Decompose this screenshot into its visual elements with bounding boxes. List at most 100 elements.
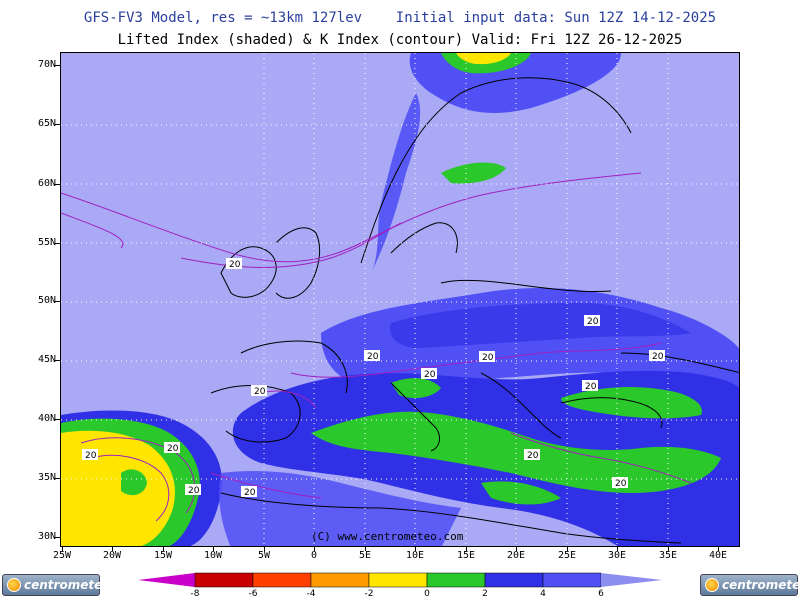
lon-tick bbox=[112, 547, 113, 551]
lon-tick bbox=[567, 547, 568, 551]
contour-label-20: 20 bbox=[244, 488, 256, 498]
contour-label-20: 20 bbox=[615, 479, 627, 489]
lat-label-70n: 70N bbox=[37, 59, 56, 70]
colorbar-swatch-3 bbox=[310, 572, 370, 588]
shade-green-tyrrhenian bbox=[391, 378, 441, 399]
contour-label-20: 20 bbox=[167, 444, 179, 454]
lon-label-5e: 5E bbox=[358, 550, 372, 561]
colorbar-tick-label: 4 bbox=[540, 589, 546, 599]
lat-label-65n: 65N bbox=[37, 118, 56, 129]
logo-text: centrometeo bbox=[722, 578, 800, 592]
contour-label-box bbox=[584, 315, 600, 326]
copyright-notice: (C) www.centrometeo.com bbox=[311, 530, 464, 543]
lon-label-15e: 15E bbox=[456, 550, 476, 561]
lat-label-55n: 55N bbox=[37, 237, 56, 248]
colorbar-tick-label: 2 bbox=[482, 589, 488, 599]
lon-tick bbox=[314, 547, 315, 551]
color-scale-bar bbox=[138, 572, 662, 588]
lat-label-30n: 30N bbox=[37, 531, 56, 542]
contour-labels: 20 20 20 20 20 20 20 20 20 20 20 20 20 bbox=[82, 258, 665, 498]
contour-label-20: 20 bbox=[85, 451, 97, 461]
contour-label-box bbox=[226, 258, 242, 269]
colorbar-swatch-6 bbox=[484, 572, 544, 588]
contour-label-20: 20 bbox=[424, 370, 436, 380]
lon-tick bbox=[62, 547, 63, 551]
colorbar-left-arrow bbox=[138, 573, 195, 587]
shade-yellow-north bbox=[456, 53, 511, 65]
shade-green-ionian bbox=[481, 481, 561, 505]
lat-tick bbox=[55, 301, 60, 302]
lon-label-25w: 25W bbox=[52, 550, 72, 561]
lon-label-0: 0 bbox=[310, 550, 318, 561]
colorbar-swatch-7 bbox=[542, 572, 602, 588]
colorbar-swatch-4 bbox=[368, 572, 428, 588]
centrometeo-logo-left[interactable]: centrometeo bbox=[2, 574, 110, 596]
colorbar-tick-label: 6 bbox=[598, 589, 604, 599]
contour-label-box bbox=[364, 350, 380, 361]
shade-blue-scandinavia bbox=[371, 93, 421, 273]
contour-label-box bbox=[82, 449, 98, 460]
lon-label-40e: 40E bbox=[708, 550, 728, 561]
lon-label-10w: 10W bbox=[203, 550, 223, 561]
contour-label-20: 20 bbox=[587, 317, 599, 327]
logo-text: centrometeo bbox=[24, 578, 111, 592]
colorbar-tick-label: -6 bbox=[248, 589, 258, 599]
model-title: GFS-FV3 Model, res = ~13km 127lev Initia… bbox=[83, 10, 717, 26]
field-title: Lifted Index (shaded) & K Index (contour… bbox=[117, 32, 683, 48]
contour-label-20: 20 bbox=[188, 486, 200, 496]
lat-tick bbox=[55, 537, 60, 538]
lon-label-30e: 30E bbox=[607, 550, 627, 561]
centrometeo-logo-right[interactable]: centrometeo bbox=[700, 574, 800, 596]
lon-tick bbox=[264, 547, 265, 551]
contour-label-20: 20 bbox=[585, 382, 597, 392]
lon-tick bbox=[415, 547, 416, 551]
lat-tick bbox=[55, 478, 60, 479]
contour-label-box bbox=[185, 484, 201, 495]
globe-icon bbox=[7, 578, 21, 592]
contour-label-box bbox=[421, 368, 437, 379]
lat-tick bbox=[55, 124, 60, 125]
contour-label-box bbox=[649, 350, 665, 361]
shade-green-scandinavia bbox=[441, 162, 506, 184]
contour-label-20: 20 bbox=[652, 352, 664, 362]
lon-label-5w: 5W bbox=[257, 550, 271, 561]
colorbar-tick-label: 0 bbox=[424, 589, 430, 599]
contour-label-20: 20 bbox=[527, 451, 539, 461]
shade-green-aegean bbox=[561, 387, 702, 419]
lon-label-20e: 20E bbox=[506, 550, 526, 561]
contour-label-box bbox=[164, 442, 180, 453]
colorbar-tick-label: -2 bbox=[364, 589, 374, 599]
colorbar-tick-label: -8 bbox=[190, 589, 200, 599]
shade-darkblue-central-europe bbox=[390, 303, 691, 349]
lon-tick bbox=[617, 547, 618, 551]
lon-tick bbox=[466, 547, 467, 551]
shade-blue-north-africa bbox=[219, 471, 461, 546]
lon-tick bbox=[365, 547, 366, 551]
weather-map: 20 20 20 20 20 20 20 20 20 20 20 20 20 bbox=[60, 52, 740, 547]
contour-label-box bbox=[241, 486, 257, 497]
colorbar-swatch-5 bbox=[426, 572, 486, 588]
lat-label-50n: 50N bbox=[37, 295, 56, 306]
contour-label-box bbox=[582, 380, 598, 391]
colorbar-right-arrow bbox=[601, 573, 662, 587]
contour-label-box bbox=[612, 477, 628, 488]
graticule bbox=[61, 53, 739, 546]
contour-label-box bbox=[524, 449, 540, 460]
lat-label-35n: 35N bbox=[37, 472, 56, 483]
contour-label-20: 20 bbox=[254, 387, 266, 397]
contour-label-20: 20 bbox=[229, 260, 241, 270]
globe-icon bbox=[705, 578, 719, 592]
lat-tick bbox=[55, 243, 60, 244]
shade-green-atlantic-spot bbox=[121, 469, 147, 496]
colorbar-swatch-1 bbox=[194, 572, 254, 588]
lon-label-15w: 15W bbox=[153, 550, 173, 561]
lon-label-25e: 25E bbox=[557, 550, 577, 561]
contour-label-20: 20 bbox=[482, 353, 494, 363]
lon-tick bbox=[516, 547, 517, 551]
lon-tick bbox=[668, 547, 669, 551]
lat-tick bbox=[55, 419, 60, 420]
lon-label-10e: 10E bbox=[405, 550, 425, 561]
lat-label-45n: 45N bbox=[37, 354, 56, 365]
contour-label-box bbox=[479, 351, 495, 362]
lat-tick bbox=[55, 65, 60, 66]
